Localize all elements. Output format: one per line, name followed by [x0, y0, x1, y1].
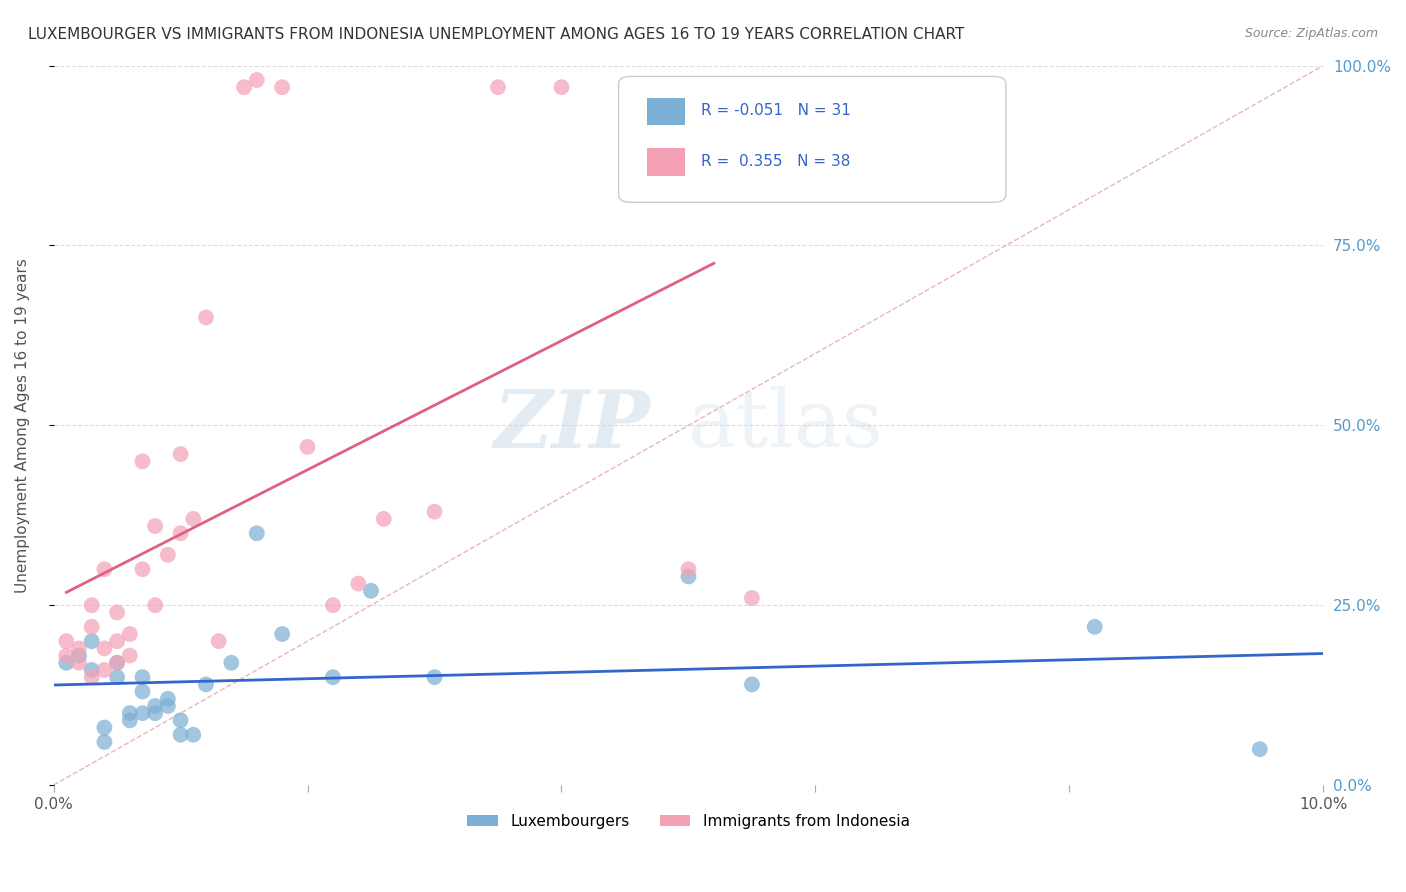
Point [550, 80, 572, 95]
Point [143, 598, 166, 612]
Point [80, 634, 103, 648]
Point [678, 569, 700, 583]
Point [143, 519, 166, 533]
Point [93, 721, 115, 735]
Point [322, 670, 344, 684]
Point [80, 620, 103, 634]
FancyBboxPatch shape [647, 98, 685, 125]
Point [55, 656, 77, 670]
Point [143, 698, 166, 713]
Point [93, 663, 115, 677]
Point [423, 670, 446, 684]
Point [93, 735, 115, 749]
Point [1249, 742, 1271, 756]
Point [131, 562, 153, 576]
Point [169, 728, 191, 742]
Point [80, 598, 103, 612]
Point [169, 526, 191, 541]
Point [67, 648, 90, 663]
Point [105, 656, 128, 670]
Point [246, 526, 269, 541]
Point [1084, 620, 1107, 634]
Text: R =  0.355   N = 38: R = 0.355 N = 38 [702, 153, 851, 169]
Point [181, 512, 204, 526]
Point [55, 634, 77, 648]
Point [156, 698, 179, 713]
Text: atlas: atlas [689, 386, 883, 465]
Point [360, 583, 382, 598]
Point [156, 548, 179, 562]
Text: ZIP: ZIP [494, 386, 651, 464]
Point [55, 648, 77, 663]
Point [131, 706, 153, 720]
Point [118, 714, 141, 728]
Point [169, 714, 191, 728]
Y-axis label: Unemployment Among Ages 16 to 19 years: Unemployment Among Ages 16 to 19 years [15, 258, 30, 593]
FancyBboxPatch shape [619, 77, 1005, 202]
Text: Source: ZipAtlas.com: Source: ZipAtlas.com [1244, 27, 1378, 40]
Point [105, 670, 128, 684]
Point [93, 641, 115, 656]
Point [486, 80, 509, 95]
Point [322, 598, 344, 612]
Point [741, 677, 763, 691]
Point [80, 663, 103, 677]
Point [131, 670, 153, 684]
Point [118, 627, 141, 641]
Point [347, 576, 370, 591]
Point [373, 512, 395, 526]
Point [741, 591, 763, 605]
Point [143, 706, 166, 720]
Point [194, 310, 217, 325]
Point [118, 706, 141, 720]
Point [246, 73, 269, 87]
Point [233, 80, 256, 95]
Point [678, 562, 700, 576]
Point [423, 505, 446, 519]
FancyBboxPatch shape [647, 148, 685, 176]
Point [93, 562, 115, 576]
Point [118, 648, 141, 663]
Point [156, 691, 179, 706]
Point [208, 634, 231, 648]
Point [221, 656, 243, 670]
Point [194, 677, 217, 691]
Point [297, 440, 319, 454]
Point [67, 641, 90, 656]
Point [169, 447, 191, 461]
Point [271, 80, 294, 95]
Text: R = -0.051   N = 31: R = -0.051 N = 31 [702, 103, 851, 119]
Text: LUXEMBOURGER VS IMMIGRANTS FROM INDONESIA UNEMPLOYMENT AMONG AGES 16 TO 19 YEARS: LUXEMBOURGER VS IMMIGRANTS FROM INDONESI… [28, 27, 965, 42]
Point [804, 80, 827, 95]
Legend: Luxembourgers, Immigrants from Indonesia: Luxembourgers, Immigrants from Indonesia [461, 808, 915, 835]
Point [80, 670, 103, 684]
Point [67, 656, 90, 670]
Point [105, 656, 128, 670]
Point [105, 634, 128, 648]
Point [131, 454, 153, 468]
Point [105, 606, 128, 620]
Point [271, 627, 294, 641]
Point [131, 684, 153, 698]
Point [181, 728, 204, 742]
